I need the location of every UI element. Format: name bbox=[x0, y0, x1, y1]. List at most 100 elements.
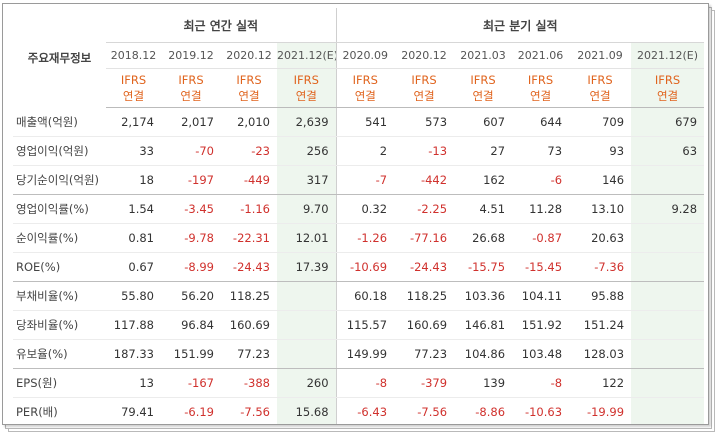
table-cell: -10.63 bbox=[512, 397, 570, 424]
table-row: 순이익률(%) 0.81 -9.78 -22.31 12.01 -1.26 -77.16 26… bbox=[13, 223, 705, 253]
table-cell: 73 bbox=[512, 136, 570, 166]
annual-group-title: 최근 연간 실적 bbox=[106, 8, 337, 43]
table-cell: -388 bbox=[221, 368, 277, 398]
table-cell: 256 bbox=[277, 136, 337, 166]
row-label: 당좌비율(%) bbox=[13, 310, 106, 340]
basis-standard: IFRS bbox=[352, 73, 378, 87]
table-cell: -13 bbox=[394, 136, 455, 166]
table-cell bbox=[277, 281, 337, 311]
table-cell: 33 bbox=[106, 136, 161, 166]
table-cell: 146 bbox=[569, 165, 632, 195]
basis-header: IFRS 연결 bbox=[569, 68, 632, 108]
table-row: PER(배) 79.41 -6.19 -7.56 15.68 -6.43 -7.56 -8.8… bbox=[13, 397, 705, 424]
table-cell bbox=[631, 281, 705, 311]
table-cell: -167 bbox=[161, 368, 221, 398]
table-cell: 79.41 bbox=[106, 397, 161, 424]
basis-header: IFRS 연결 bbox=[394, 68, 455, 108]
table-cell: 679 bbox=[631, 107, 705, 137]
table-cell: -24.43 bbox=[221, 252, 277, 282]
basis-standard: IFRS bbox=[470, 73, 496, 87]
table-cell: 607 bbox=[454, 107, 513, 137]
financial-summary-panel: 주요재무정보 최근 연간 실적 최근 분기 실적 2018.12 2019.12 2… bbox=[2, 3, 709, 425]
basis-scope: 연결 bbox=[529, 89, 552, 103]
table-cell: 151.92 bbox=[512, 310, 570, 340]
table-cell: 162 bbox=[454, 165, 513, 195]
table-cell bbox=[631, 339, 705, 369]
table-cell: -22.31 bbox=[221, 223, 277, 253]
table-cell: 317 bbox=[277, 165, 337, 195]
table-row: 매출액(억원) 2,174 2,017 2,010 2,639 541 573 607 644 7… bbox=[13, 107, 705, 137]
basis-standard: IFRS bbox=[293, 73, 319, 87]
table-cell: 2 bbox=[335, 136, 395, 166]
table-cell: 0.32 bbox=[335, 194, 395, 224]
basis-standard: IFRS bbox=[120, 73, 147, 87]
table-cell: -70 bbox=[161, 136, 221, 166]
table-cell bbox=[631, 397, 705, 424]
row-label: 순이익률(%) bbox=[13, 223, 106, 253]
table-cell: 77.23 bbox=[221, 339, 277, 369]
table-cell bbox=[631, 223, 705, 253]
table-cell: -442 bbox=[394, 165, 455, 195]
basis-standard: IFRS bbox=[178, 73, 204, 87]
table-cell: 146.81 bbox=[454, 310, 513, 340]
table-cell: 260 bbox=[277, 368, 337, 398]
table-cell bbox=[631, 252, 705, 282]
basis-scope: 연결 bbox=[295, 89, 317, 103]
table-cell: -197 bbox=[161, 165, 221, 195]
table-cell: -9.78 bbox=[161, 223, 221, 253]
basis-scope: 연결 bbox=[354, 89, 376, 103]
table-cell: 151.99 bbox=[161, 339, 221, 369]
table-cell: -3.45 bbox=[161, 194, 221, 224]
basis-scope: 연결 bbox=[589, 89, 611, 103]
table-cell: 541 bbox=[335, 107, 395, 137]
basis-header: IFRS 연결 bbox=[631, 68, 705, 108]
table-cell: 56.20 bbox=[161, 281, 221, 311]
table-cell: 2,639 bbox=[277, 107, 337, 137]
basis-scope: 연결 bbox=[472, 89, 494, 103]
basis-standard: IFRS bbox=[411, 73, 437, 87]
basis-header: IFRS 연결 bbox=[277, 68, 337, 108]
table-cell: -6.19 bbox=[161, 397, 221, 424]
row-label: 부채비율(%) bbox=[13, 281, 106, 311]
basis-header: IFRS 연결 bbox=[221, 68, 277, 108]
table-cell: 18 bbox=[106, 165, 161, 195]
basis-header: IFRS 연결 bbox=[106, 68, 161, 108]
table-cell: 13.10 bbox=[569, 194, 632, 224]
table-cell: 2,017 bbox=[161, 107, 221, 137]
table-cell: 13 bbox=[106, 368, 161, 398]
table-cell: 103.36 bbox=[454, 281, 513, 311]
period-header: 2020.12 bbox=[394, 42, 455, 69]
period-header: 2021.06 bbox=[512, 42, 570, 69]
table-cell: -0.87 bbox=[512, 223, 570, 253]
table-cell: 139 bbox=[454, 368, 513, 398]
table-cell: 1.54 bbox=[106, 194, 161, 224]
basis-header: IFRS 연결 bbox=[335, 68, 395, 108]
table-cell: 118.25 bbox=[221, 281, 277, 311]
period-header: 2021.09 bbox=[569, 42, 632, 69]
basis-scope: 연결 bbox=[413, 89, 435, 103]
table-cell bbox=[631, 368, 705, 398]
table-row: 유보율(%) 187.33 151.99 77.23 149.99 77.23 104.86… bbox=[13, 339, 705, 369]
basis-scope: 연결 bbox=[122, 89, 145, 103]
basis-scope: 연결 bbox=[656, 89, 679, 103]
table-cell: 149.99 bbox=[335, 339, 395, 369]
table-cell: -1.16 bbox=[221, 194, 277, 224]
period-header: 2021.03 bbox=[454, 42, 513, 69]
row-label: 유보율(%) bbox=[13, 339, 106, 369]
row-label: PER(배) bbox=[13, 397, 106, 424]
table-cell: 2,010 bbox=[221, 107, 277, 137]
table-cell: 117.88 bbox=[106, 310, 161, 340]
table-cell: 151.24 bbox=[569, 310, 632, 340]
table-cell: -19.99 bbox=[569, 397, 632, 424]
table-cell: -7.36 bbox=[569, 252, 632, 282]
period-header: 2021.12(E) bbox=[277, 42, 337, 69]
basis-standard: IFRS bbox=[236, 73, 262, 87]
basis-scope: 연결 bbox=[238, 89, 260, 103]
table-cell: 0.81 bbox=[106, 223, 161, 253]
table-cell: -379 bbox=[394, 368, 455, 398]
row-label: EPS(원) bbox=[13, 368, 106, 398]
period-header: 2018.12 bbox=[106, 42, 161, 69]
period-header: 2021.12(E) bbox=[631, 42, 705, 69]
table-cell bbox=[277, 310, 337, 340]
basis-standard: IFRS bbox=[654, 73, 681, 87]
